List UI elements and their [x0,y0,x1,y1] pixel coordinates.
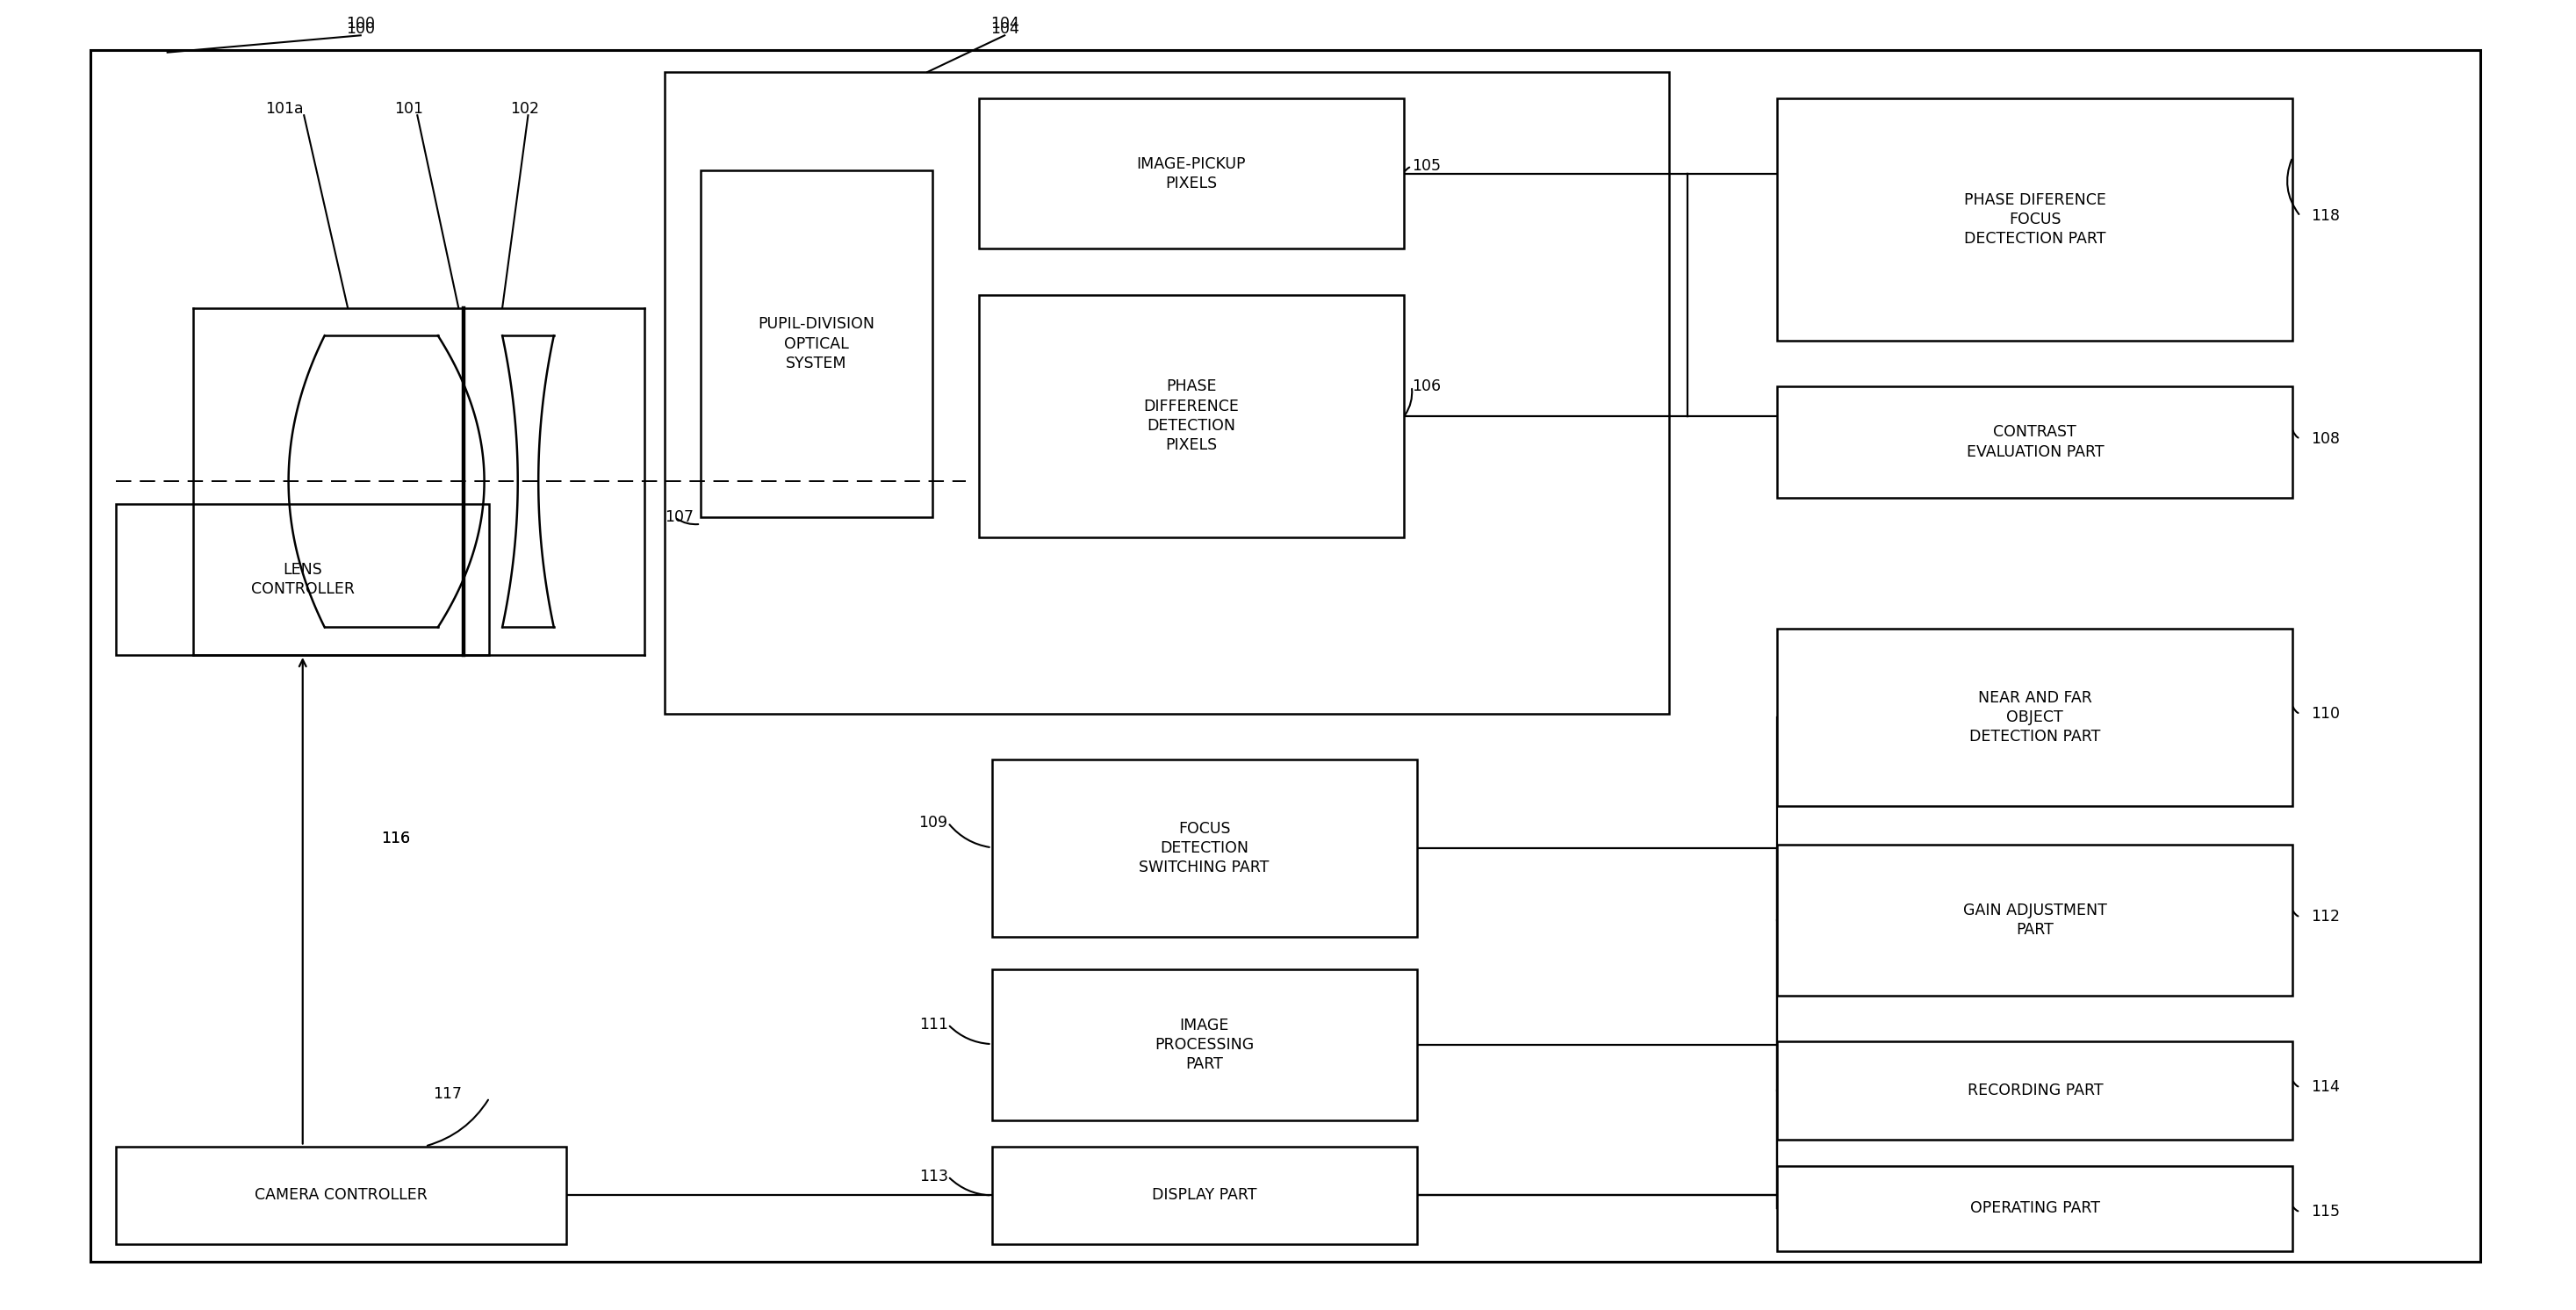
Text: 106: 106 [1412,379,1440,394]
Text: 104: 104 [989,21,1020,37]
Text: 116: 116 [381,831,410,846]
Bar [1777,1166,2293,1251]
Text: 115: 115 [2311,1204,2339,1220]
Text: 100: 100 [345,16,376,31]
Bar [701,170,933,517]
Bar [1777,386,2293,498]
Bar [665,72,1669,714]
Text: PHASE
DIFFERENCE
DETECTION
PIXELS: PHASE DIFFERENCE DETECTION PIXELS [1144,379,1239,453]
Text: RECORDING PART: RECORDING PART [1968,1082,2102,1099]
Text: NEAR AND FAR
OBJECT
DETECTION PART: NEAR AND FAR OBJECT DETECTION PART [1971,690,2099,744]
Text: 118: 118 [2311,208,2339,224]
Text: OPERATING PART: OPERATING PART [1971,1200,2099,1217]
Text: 101a: 101a [265,101,304,117]
Text: 114: 114 [2311,1079,2339,1095]
Bar [1777,98,2293,341]
Text: 112: 112 [2311,909,2339,925]
Text: 108: 108 [2311,431,2339,447]
Bar [116,1146,567,1244]
Text: 116: 116 [381,831,410,846]
Text: IMAGE-PICKUP
PIXELS: IMAGE-PICKUP PIXELS [1136,156,1247,191]
Text: 100: 100 [345,21,376,37]
Text: 110: 110 [2311,706,2339,722]
Bar [979,98,1404,249]
Text: 111: 111 [920,1017,948,1032]
Text: 117: 117 [433,1086,461,1102]
Text: 113: 113 [920,1169,948,1184]
Text: 101: 101 [394,101,422,117]
Text: IMAGE
PROCESSING
PART: IMAGE PROCESSING PART [1154,1018,1255,1072]
Bar [1777,1041,2293,1140]
Text: 109: 109 [920,815,948,831]
Bar [1777,845,2293,996]
Text: PUPIL-DIVISION
OPTICAL
SYSTEM: PUPIL-DIVISION OPTICAL SYSTEM [757,317,876,371]
Text: PHASE DIFERENCE
FOCUS
DECTECTION PART: PHASE DIFERENCE FOCUS DECTECTION PART [1963,193,2107,246]
Bar [992,969,1417,1120]
Text: 102: 102 [510,101,538,117]
Text: CAMERA CONTROLLER: CAMERA CONTROLLER [255,1187,428,1204]
Text: 105: 105 [1412,159,1440,174]
Text: DISPLAY PART: DISPLAY PART [1151,1187,1257,1204]
Text: LENS
CONTROLLER: LENS CONTROLLER [250,562,355,597]
Text: CONTRAST
EVALUATION PART: CONTRAST EVALUATION PART [1965,424,2105,460]
Bar [992,760,1417,937]
Bar [116,504,489,655]
Text: GAIN ADJUSTMENT
PART: GAIN ADJUSTMENT PART [1963,903,2107,938]
Bar [979,295,1404,537]
Text: FOCUS
DETECTION
SWITCHING PART: FOCUS DETECTION SWITCHING PART [1139,821,1270,875]
Text: 107: 107 [665,510,693,525]
Bar [992,1146,1417,1244]
Text: 104: 104 [989,16,1020,31]
Bar [1777,629,2293,806]
